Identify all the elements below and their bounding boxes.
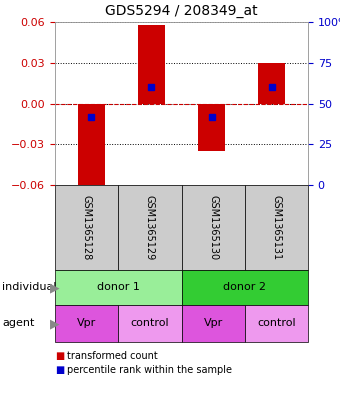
Text: ■: ■ — [55, 365, 64, 375]
Text: percentile rank within the sample: percentile rank within the sample — [67, 365, 232, 375]
Text: GSM1365128: GSM1365128 — [82, 195, 91, 260]
Text: control: control — [257, 318, 296, 329]
Text: GSM1365130: GSM1365130 — [208, 195, 218, 260]
Text: control: control — [131, 318, 169, 329]
Text: donor 2: donor 2 — [223, 283, 266, 292]
Text: GSM1365131: GSM1365131 — [271, 195, 282, 260]
Text: GSM1365129: GSM1365129 — [145, 195, 155, 260]
Text: transformed count: transformed count — [67, 351, 158, 361]
Bar — [138, 25, 165, 103]
Text: ■: ■ — [55, 351, 64, 361]
Bar — [198, 103, 225, 151]
Text: ▶: ▶ — [50, 317, 60, 330]
Text: agent: agent — [2, 318, 34, 329]
Text: donor 1: donor 1 — [97, 283, 140, 292]
Bar — [258, 63, 285, 103]
Text: ▶: ▶ — [50, 281, 60, 294]
Bar — [78, 103, 105, 192]
Text: Vpr: Vpr — [77, 318, 96, 329]
Text: individual: individual — [2, 283, 56, 292]
Title: GDS5294 / 208349_at: GDS5294 / 208349_at — [105, 4, 258, 18]
Text: Vpr: Vpr — [204, 318, 223, 329]
